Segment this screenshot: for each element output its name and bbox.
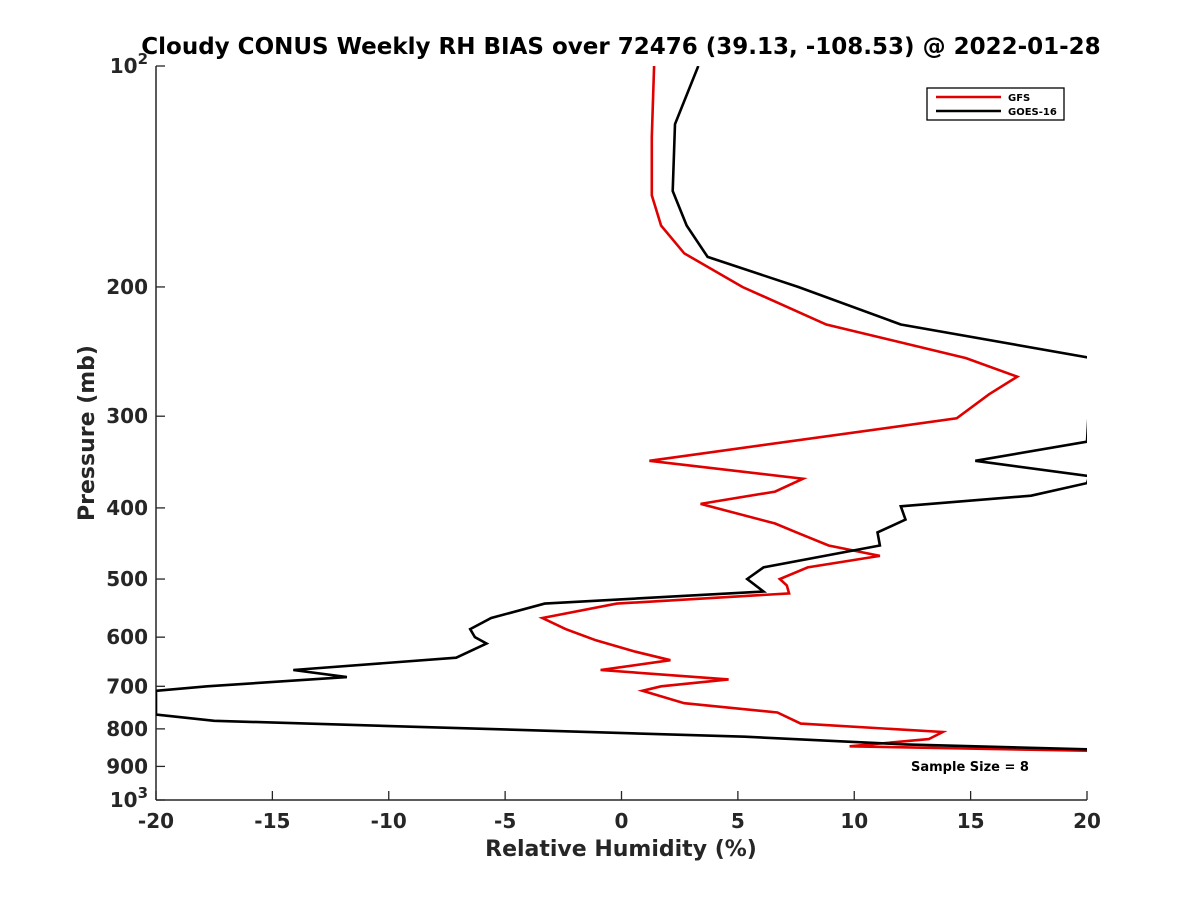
y-tick-label: 800 <box>106 717 148 741</box>
x-tick-label: -5 <box>494 809 516 833</box>
plot-area <box>155 66 1087 801</box>
y-tick-label: 500 <box>106 567 148 591</box>
y-tick-label: 102 <box>110 50 148 78</box>
y-axis-title: Pressure (mb) <box>75 345 100 521</box>
x-tick-label: 15 <box>957 809 985 833</box>
series-layer <box>156 66 1087 753</box>
x-tick-label: -10 <box>371 809 407 833</box>
x-tick-label: 5 <box>731 809 745 833</box>
legend-label-goes-16: GOES-16 <box>1008 107 1057 118</box>
y-tick-label: 200 <box>106 275 148 299</box>
x-tick-label: 10 <box>840 809 868 833</box>
x-tick-label: 20 <box>1073 809 1101 833</box>
x-tick-label: 0 <box>615 809 629 833</box>
x-tick-label: -20 <box>138 809 174 833</box>
legend: GFS GOES-16 <box>926 87 1065 121</box>
sample-size-annotation: Sample Size = 8 <box>911 760 1029 775</box>
y-tick-label: 300 <box>106 404 148 428</box>
x-axis-title: Relative Humidity (%) <box>485 837 757 862</box>
legend-box <box>926 87 1065 121</box>
legend-label-gfs: GFS <box>1008 93 1030 104</box>
plot-background <box>156 66 1087 800</box>
y-tick-label: 400 <box>106 496 148 520</box>
chart-title: Cloudy CONUS Weekly RH BIAS over 72476 (… <box>141 34 1100 60</box>
series-line-gfs <box>538 66 1087 753</box>
series-line-goes-16 <box>156 66 1087 751</box>
x-tick-label: -15 <box>254 809 290 833</box>
y-tick-label: 700 <box>106 674 148 698</box>
x-axis-ticks: -20 -15 -10 -5 0 5 10 15 20 <box>138 791 1101 833</box>
y-axis-ticks: 102 200 300 400 500 600 700 800 900 103 <box>106 50 165 812</box>
y-tick-label: 103 <box>110 784 148 812</box>
y-tick-label: 600 <box>106 625 148 649</box>
y-tick-label: 900 <box>106 754 148 778</box>
